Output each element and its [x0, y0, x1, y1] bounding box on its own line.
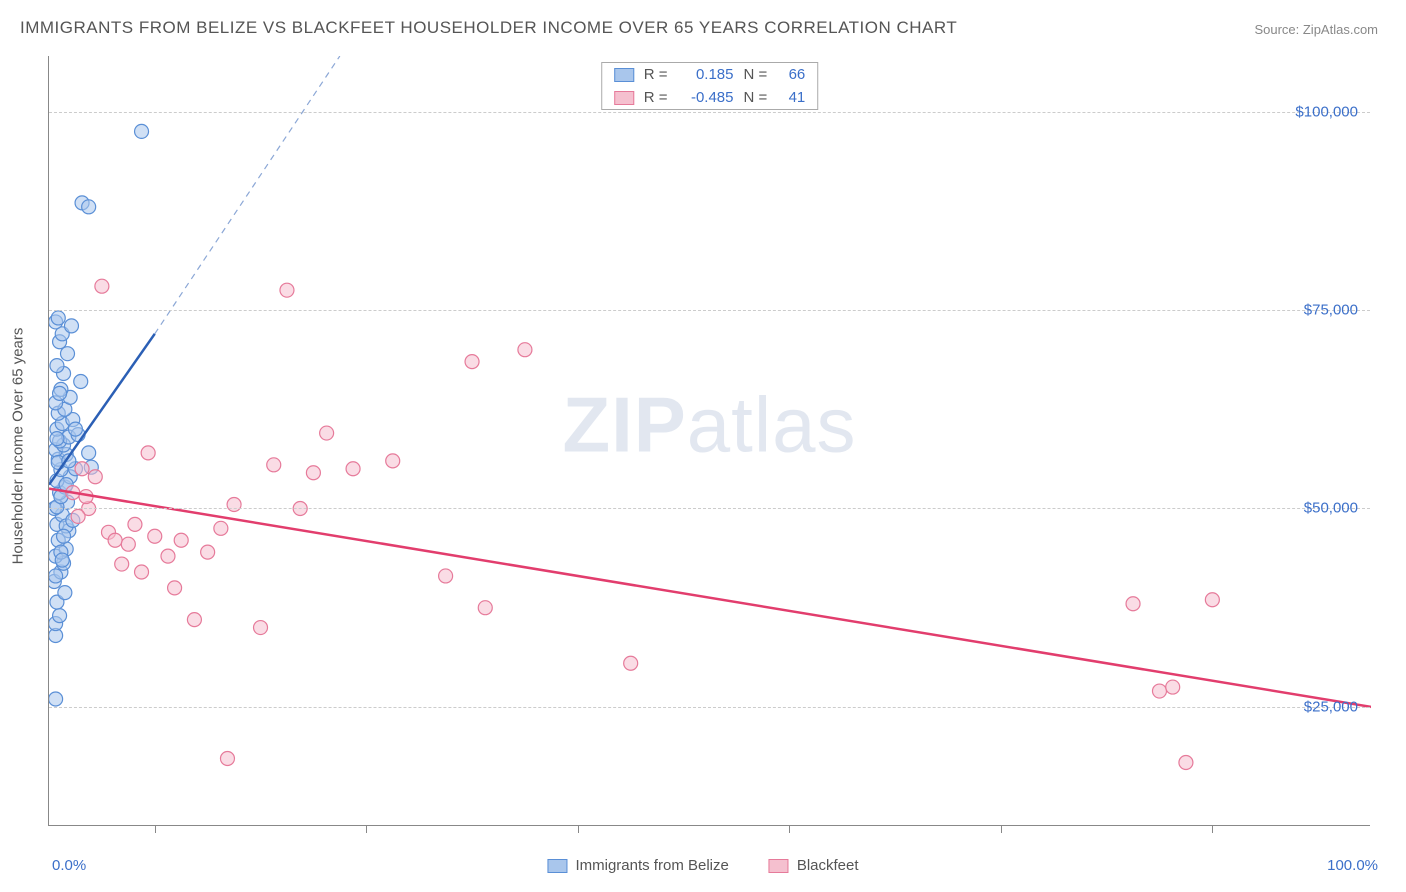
legend-item-1: Blackfeet [769, 857, 859, 874]
chart-svg [49, 56, 1371, 826]
legend-label-0: Immigrants from Belize [575, 857, 728, 874]
x-tick [1212, 825, 1213, 833]
y-tick-label: $50,000 [1304, 500, 1358, 517]
data-point [68, 422, 82, 436]
grid-line [49, 707, 1370, 708]
data-point [168, 581, 182, 595]
data-point [95, 279, 109, 293]
chart-container: IMMIGRANTS FROM BELIZE VS BLACKFEET HOUS… [0, 0, 1406, 892]
x-axis-min-label: 0.0% [52, 857, 86, 874]
x-tick [578, 825, 579, 833]
data-point [187, 613, 201, 627]
data-point [50, 359, 64, 373]
x-tick [1001, 825, 1002, 833]
y-axis-title: Householder Income Over 65 years [10, 328, 27, 565]
y-tick-label: $25,000 [1304, 698, 1358, 715]
chart-title: IMMIGRANTS FROM BELIZE VS BLACKFEET HOUS… [20, 18, 957, 38]
data-point [201, 545, 215, 559]
data-point [50, 432, 64, 446]
source-label: Source: ZipAtlas.com [1254, 22, 1378, 37]
data-point [220, 752, 234, 766]
x-axis-max-label: 100.0% [1327, 857, 1378, 874]
data-point [386, 454, 400, 468]
data-point [58, 586, 72, 600]
data-point [128, 517, 142, 531]
data-point [108, 533, 122, 547]
x-tick [789, 825, 790, 833]
y-tick-label: $75,000 [1304, 302, 1358, 319]
data-point [53, 386, 67, 400]
data-point [346, 462, 360, 476]
grid-line [49, 310, 1370, 311]
data-point [161, 549, 175, 563]
data-point [1166, 680, 1180, 694]
data-point [71, 509, 85, 523]
data-point [88, 470, 102, 484]
y-tick-label: $100,000 [1295, 103, 1358, 120]
data-point [64, 319, 78, 333]
data-point [465, 355, 479, 369]
legend-series: Immigrants from Belize Blackfeet [547, 857, 858, 874]
data-point [439, 569, 453, 583]
regression-line [49, 489, 1371, 707]
data-point [115, 557, 129, 571]
data-point [75, 462, 89, 476]
grid-line [49, 508, 1370, 509]
data-point [624, 656, 638, 670]
data-point [280, 283, 294, 297]
data-point [254, 621, 268, 635]
swatch-bottom-1 [769, 859, 789, 873]
data-point [135, 124, 149, 138]
data-point [51, 311, 65, 325]
data-point [141, 446, 155, 460]
data-point [214, 521, 228, 535]
data-point [53, 609, 67, 623]
data-point [1179, 755, 1193, 769]
data-point [306, 466, 320, 480]
data-point [49, 692, 63, 706]
data-point [1126, 597, 1140, 611]
data-point [135, 565, 149, 579]
legend-item-0: Immigrants from Belize [547, 857, 728, 874]
data-point [82, 446, 96, 460]
data-point [55, 553, 69, 567]
data-point [1152, 684, 1166, 698]
x-tick [366, 825, 367, 833]
data-point [478, 601, 492, 615]
data-point [174, 533, 188, 547]
legend-label-1: Blackfeet [797, 857, 859, 874]
data-point [1205, 593, 1219, 607]
data-point [121, 537, 135, 551]
grid-line [49, 112, 1370, 113]
data-point [57, 529, 71, 543]
data-point [61, 347, 75, 361]
swatch-bottom-0 [547, 859, 567, 873]
data-point [518, 343, 532, 357]
data-point [82, 200, 96, 214]
data-point [320, 426, 334, 440]
plot-area: ZIPatlas R = 0.185 N = 66 R = -0.485 N =… [48, 56, 1370, 826]
data-point [74, 374, 88, 388]
data-point [49, 569, 63, 583]
x-tick [155, 825, 156, 833]
data-point [148, 529, 162, 543]
regression-ext-line [155, 56, 340, 334]
data-point [267, 458, 281, 472]
